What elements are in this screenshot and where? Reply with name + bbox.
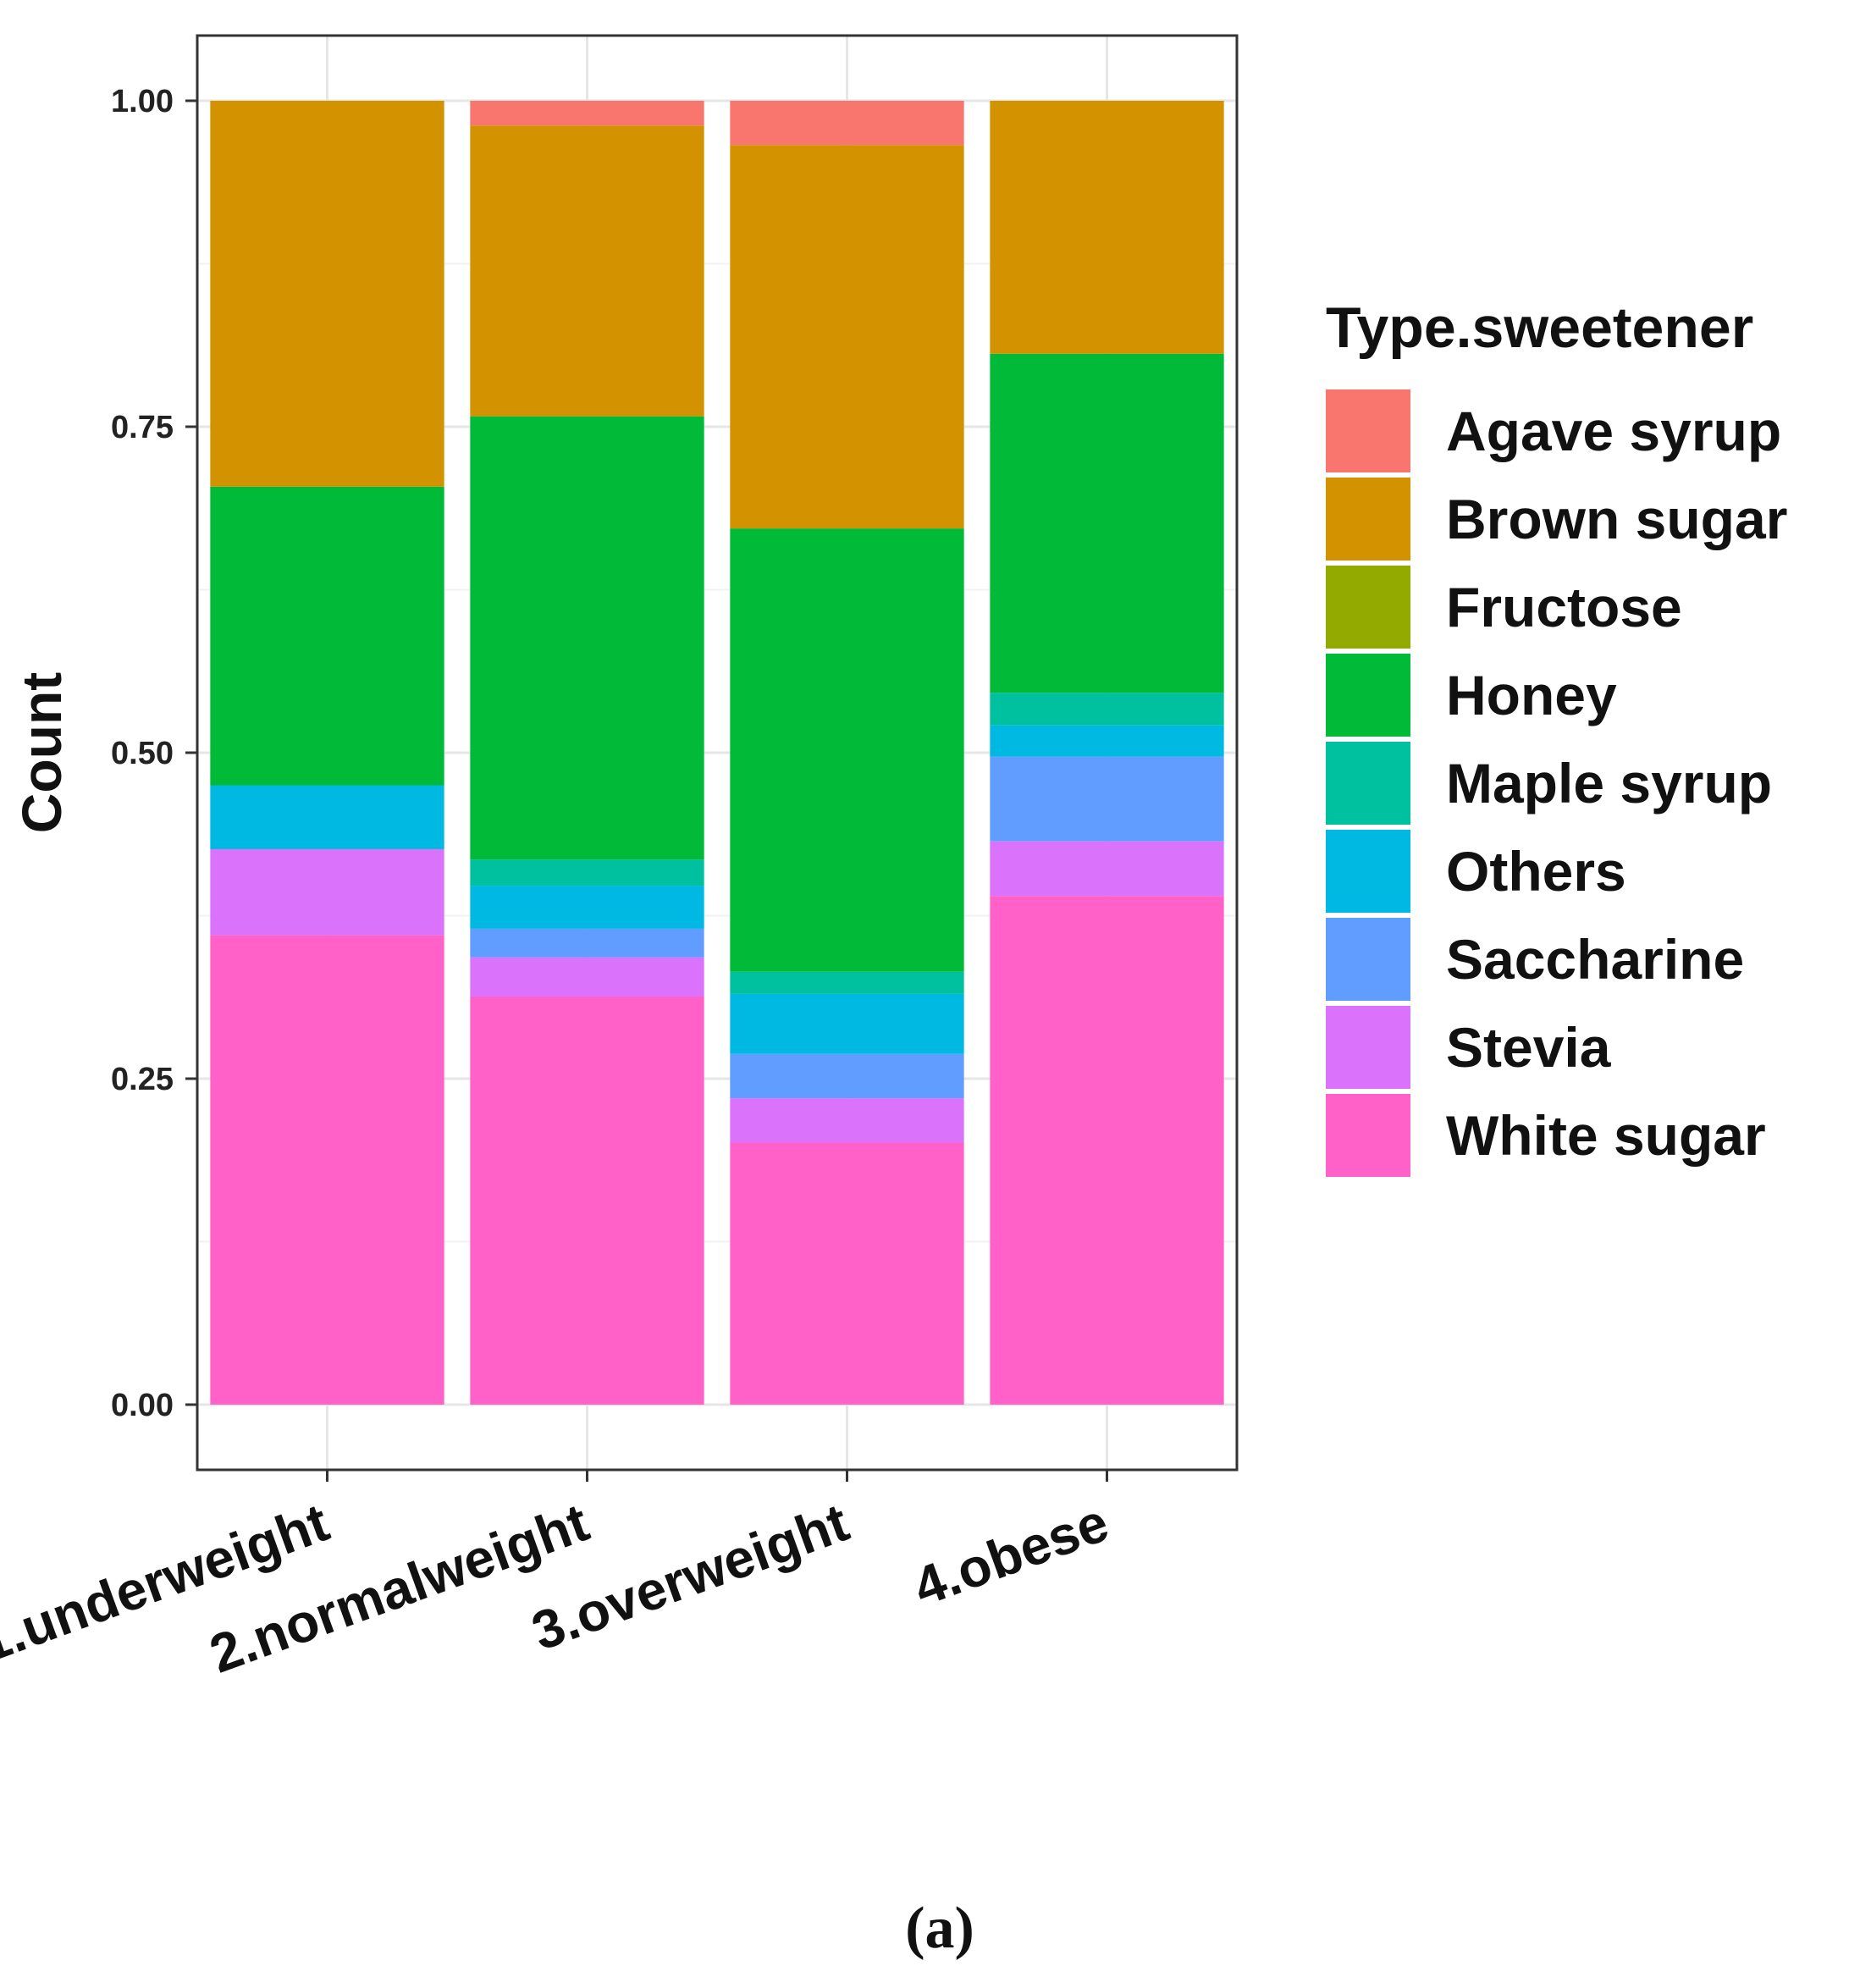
y-tick-label: 0.25 [111,1062,174,1097]
legend-title: Type.sweetener [1326,295,1753,360]
bar-segment-brown-sugar [730,145,964,529]
bar-segment-agave-syrup [730,101,964,146]
bar-segment-stevia [990,841,1224,897]
bar-segment-saccharine [990,756,1224,842]
bar-segment-white-sugar [210,935,444,1405]
y-tick-label: 0.00 [111,1388,174,1423]
bar-segment-saccharine [470,928,704,958]
legend-key [1326,566,1410,649]
bar-segment-honey [990,353,1224,693]
y-axis-ticks: 0.00 0.25 0.50 0.75 1.00 [111,84,197,1423]
bar-segment-maple-syrup [990,693,1224,726]
legend-label: Saccharine [1446,928,1744,991]
bar-segment-brown-sugar [210,101,444,487]
bar-segment-others [210,785,444,849]
legend-key [1326,830,1410,913]
bar-segment-stevia [470,957,704,997]
legend-key [1326,478,1410,561]
y-axis-title: Count [10,672,73,834]
x-tick-label: 4.obese [906,1491,1117,1617]
bar-segment-honey [730,528,964,972]
bar-segment-maple-syrup [470,859,704,886]
bar-segment-stevia [730,1098,964,1143]
y-tick-label: 0.50 [111,736,174,771]
legend-label: Agave syrup [1446,400,1781,462]
y-tick-label: 1.00 [111,84,174,119]
bar-segment-saccharine [730,1053,964,1099]
legend-label: Brown sugar [1446,488,1787,550]
bar-segment-brown-sugar [470,125,704,417]
bar-segment-others [730,993,964,1054]
legend-key [1326,654,1410,737]
bar-segment-white-sugar [990,896,1224,1405]
legend-key [1326,742,1410,825]
bar-segment-honey [210,486,444,786]
legend-label: Honey [1446,664,1617,726]
bar-segment-others [470,886,704,929]
legend-label: Stevia [1446,1016,1612,1079]
legend-label: Maple syrup [1446,752,1772,815]
bar-segment-agave-syrup [470,101,704,126]
bar-segment-white-sugar [470,996,704,1405]
bar-segment-brown-sugar [990,101,1224,354]
bar-segment-others [990,725,1224,757]
legend-key [1326,1006,1410,1089]
legend-key [1326,1094,1410,1177]
legend: Agave syrup Brown sugar Fructose Honey Maple… [1326,389,1787,1177]
bar-segment-stevia [210,848,444,936]
bar-segment-white-sugar [730,1142,964,1405]
legend-label: Others [1446,840,1626,903]
legend-label: Fructose [1446,576,1682,638]
bar-segment-honey [470,416,704,860]
bar-segment-maple-syrup [730,971,964,994]
figure-caption: (a) [905,1896,974,1961]
y-tick-label: 0.75 [111,410,174,445]
bars [210,101,1224,1405]
legend-key [1326,918,1410,1001]
legend-label: White sugar [1446,1104,1766,1167]
legend-key [1326,389,1410,472]
